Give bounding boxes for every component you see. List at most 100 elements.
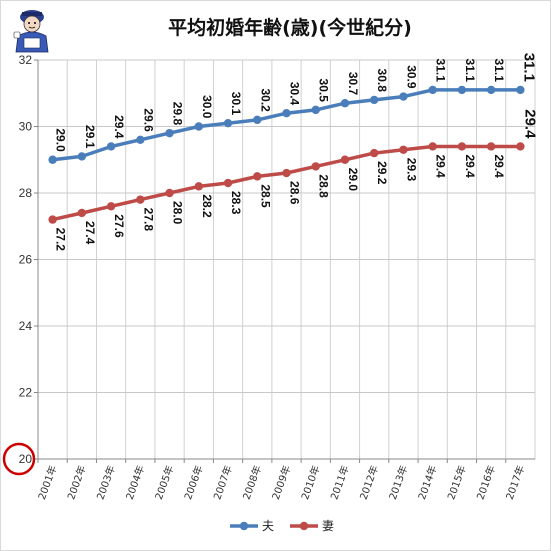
x-tick-label: 2008年 bbox=[240, 464, 264, 502]
data-label: 30.2 bbox=[258, 88, 272, 112]
data-point bbox=[516, 85, 525, 95]
data-point bbox=[253, 115, 262, 125]
data-label: 31.1 bbox=[434, 59, 448, 83]
data-label: 28.8 bbox=[317, 174, 331, 198]
x-tick-label: 2010年 bbox=[298, 464, 322, 502]
x-axis: 2001年 2002年 2003年 2004年 2005年 2006年 2007年 2008年… bbox=[35, 458, 535, 502]
data-point bbox=[457, 85, 467, 95]
mascot-icon bbox=[13, 10, 49, 53]
y-tick-label: 22 bbox=[19, 386, 33, 400]
data-label: 30.8 bbox=[375, 69, 389, 93]
data-point bbox=[136, 135, 145, 144]
data-label: 29.6 bbox=[141, 108, 155, 132]
legend-marker bbox=[299, 521, 309, 531]
data-point bbox=[311, 105, 320, 115]
data-point bbox=[370, 148, 379, 158]
x-tick-label: 2004年 bbox=[123, 464, 147, 502]
y-tick-highlight bbox=[2, 442, 36, 476]
y-axis: 20 22 24 26 28 30 32 bbox=[19, 53, 39, 466]
data-label: 27.8 bbox=[141, 208, 155, 232]
x-tick-label: 2014年 bbox=[415, 464, 439, 502]
data-point bbox=[165, 188, 174, 198]
y-tick-label: 32 bbox=[19, 53, 33, 67]
data-label: 29.0 bbox=[54, 128, 68, 152]
data-point bbox=[106, 202, 116, 211]
series-points bbox=[48, 85, 525, 224]
data-label: 29.3 bbox=[404, 158, 418, 182]
data-point bbox=[77, 208, 87, 218]
data-label: 27.4 bbox=[83, 221, 97, 245]
data-label: 29.8 bbox=[171, 102, 185, 126]
data-label: 29.2 bbox=[375, 161, 389, 185]
x-tick-label: 2017年 bbox=[503, 464, 527, 502]
chart-title: 平均初婚年齢(歳)(今世紀分) bbox=[168, 16, 412, 39]
y-tick-label: 26 bbox=[19, 253, 33, 267]
data-point bbox=[194, 122, 203, 131]
x-tick-label: 2005年 bbox=[152, 464, 176, 502]
x-tick-label: 2011年 bbox=[327, 464, 351, 502]
x-tick-label: 2012年 bbox=[357, 464, 381, 502]
x-tick-label: 2003年 bbox=[94, 464, 118, 502]
data-point bbox=[194, 182, 203, 191]
data-point bbox=[223, 178, 233, 188]
data-label: 31.1 bbox=[463, 59, 477, 83]
data-point bbox=[516, 142, 525, 151]
x-tick-label: 2006年 bbox=[181, 464, 205, 502]
x-tick-label: 2007年 bbox=[211, 464, 235, 502]
data-label: 30.9 bbox=[404, 65, 418, 89]
series-line-wife bbox=[52, 144, 521, 222]
data-label: 30.5 bbox=[317, 79, 331, 103]
data-label: 27.2 bbox=[54, 228, 68, 252]
data-point bbox=[428, 85, 437, 95]
legend-label: 妻 bbox=[322, 519, 334, 533]
legend-marker bbox=[239, 521, 249, 531]
data-label: 29.4 bbox=[112, 115, 126, 139]
data-point bbox=[282, 109, 291, 118]
data-point bbox=[370, 95, 379, 105]
data-point bbox=[399, 145, 408, 154]
y-tick-label: 28 bbox=[19, 186, 33, 200]
legend-label: 夫 bbox=[262, 519, 274, 533]
x-tick-label: 2015年 bbox=[444, 464, 468, 502]
data-label: 30.4 bbox=[288, 82, 302, 106]
data-point bbox=[399, 92, 408, 101]
data-label: 28.3 bbox=[229, 191, 243, 215]
data-point bbox=[223, 118, 233, 128]
legend: 夫妻 bbox=[230, 519, 334, 533]
data-label: 28.6 bbox=[288, 181, 302, 205]
x-tick-label: 2002年 bbox=[64, 464, 88, 502]
data-point bbox=[486, 85, 496, 95]
data-point bbox=[165, 128, 174, 138]
data-label: 28.5 bbox=[258, 184, 272, 208]
data-point bbox=[311, 162, 320, 171]
data-label: 27.6 bbox=[112, 214, 126, 238]
x-tick-label: 2013年 bbox=[386, 464, 410, 502]
data-point bbox=[282, 168, 291, 178]
data-point bbox=[457, 142, 467, 151]
data-point bbox=[253, 172, 262, 181]
data-label: 28.2 bbox=[200, 194, 214, 218]
data-label: 29.4 bbox=[521, 109, 538, 139]
y-tick-label: 20 bbox=[19, 452, 33, 466]
data-label: 31.1 bbox=[520, 53, 537, 82]
data-label: 29.4 bbox=[434, 154, 448, 178]
data-label: 29.0 bbox=[346, 168, 360, 192]
data-label: 31.1 bbox=[492, 59, 506, 83]
data-label: 29.4 bbox=[492, 154, 506, 178]
data-point bbox=[48, 155, 57, 164]
data-label: 30.1 bbox=[229, 92, 243, 116]
x-tick-label: 2009年 bbox=[269, 464, 293, 502]
x-tick-label: 2001年 bbox=[35, 464, 59, 502]
data-point bbox=[77, 152, 87, 161]
data-point bbox=[340, 155, 350, 164]
data-labels: 29.0 29.1 29.4 29.6 29.8 30.0 30.1 30.2 30.4 30.5… bbox=[54, 53, 539, 252]
data-point bbox=[48, 215, 57, 224]
data-point bbox=[106, 142, 116, 151]
data-label: 30.0 bbox=[200, 95, 214, 119]
data-point bbox=[136, 195, 145, 204]
data-label: 28.0 bbox=[171, 201, 185, 225]
data-point bbox=[340, 99, 350, 108]
data-label: 29.1 bbox=[83, 125, 97, 149]
y-tick-label: 24 bbox=[19, 319, 33, 333]
